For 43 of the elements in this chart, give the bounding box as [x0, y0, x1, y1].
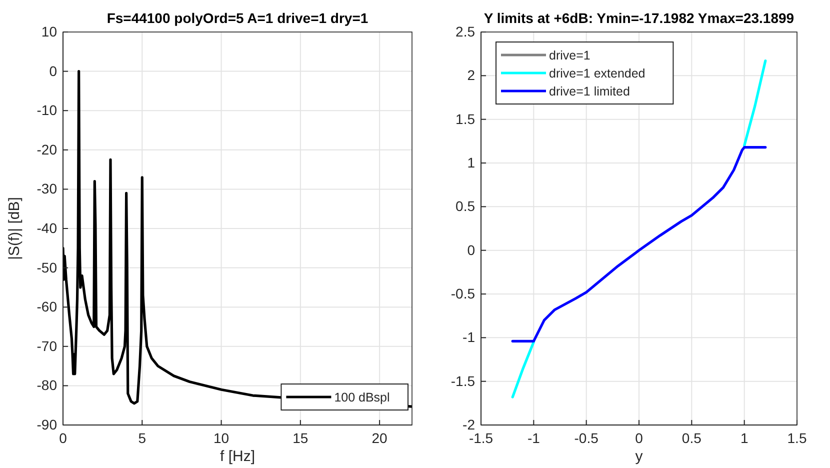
- y-tick-label: -80: [36, 377, 58, 394]
- line-series: [63, 70, 412, 408]
- y-tick-label: -2: [462, 416, 476, 432]
- legend-label: drive=1 limited: [549, 84, 630, 98]
- x-tick-label: -1: [527, 430, 540, 446]
- y-tick-label: -20: [36, 141, 58, 158]
- x-axis-title: f [Hz]: [220, 448, 256, 465]
- x-tick-label: 0: [59, 430, 68, 446]
- x-tick-label: 0.5: [682, 430, 702, 446]
- y-tick-label: -90: [36, 416, 58, 432]
- line-series: [511, 146, 767, 342]
- y-tick-label: 1: [467, 154, 476, 170]
- x-tick-label: 1: [740, 430, 748, 446]
- y-tick-label: -30: [36, 180, 58, 197]
- y-tick-label: 10: [41, 23, 58, 40]
- x-tick-label: -0.5: [574, 430, 599, 446]
- x-tick-label: 1.5: [787, 430, 807, 446]
- chart-title: Y limits at +6dB: Ymin=-17.1982 Ymax=23.1899: [484, 10, 794, 26]
- x-tick-label: 5: [138, 430, 146, 446]
- y-tick-label: -1: [462, 329, 476, 346]
- legend-label: drive=1: [549, 48, 590, 62]
- y-tick-label: -0.5: [450, 285, 476, 302]
- y-tick-label: -60: [36, 298, 58, 315]
- y-tick-label: -10: [36, 102, 58, 118]
- y-tick-label: 2.5: [456, 23, 476, 40]
- y-tick-label: -50: [36, 259, 58, 276]
- x-axis-title: y: [635, 448, 644, 465]
- x-tick-label: 0: [635, 430, 644, 446]
- y-tick-label: 1.5: [456, 110, 476, 127]
- legend-label: 100 dBspl: [334, 390, 390, 404]
- legend-label: drive=1 extended: [549, 66, 646, 80]
- y-tick-label: -70: [36, 338, 58, 354]
- y-tick-label: 0: [467, 242, 476, 258]
- y-tick-label: 2: [467, 67, 476, 84]
- y-tick-label: 0: [49, 62, 58, 79]
- x-tick-label: 20: [372, 430, 388, 446]
- y-tick-label: 0.5: [456, 198, 476, 214]
- y-axis-title: |S(f)| [dB]: [6, 197, 23, 260]
- y-tick-label: -40: [36, 220, 58, 236]
- x-tick-label: 15: [292, 430, 308, 446]
- x-tick-label: 10: [213, 430, 230, 446]
- y-tick-label: -1.5: [450, 372, 476, 389]
- chart-title: Fs=44100 polyOrd=5 A=1 drive=1 dry=1: [106, 10, 368, 26]
